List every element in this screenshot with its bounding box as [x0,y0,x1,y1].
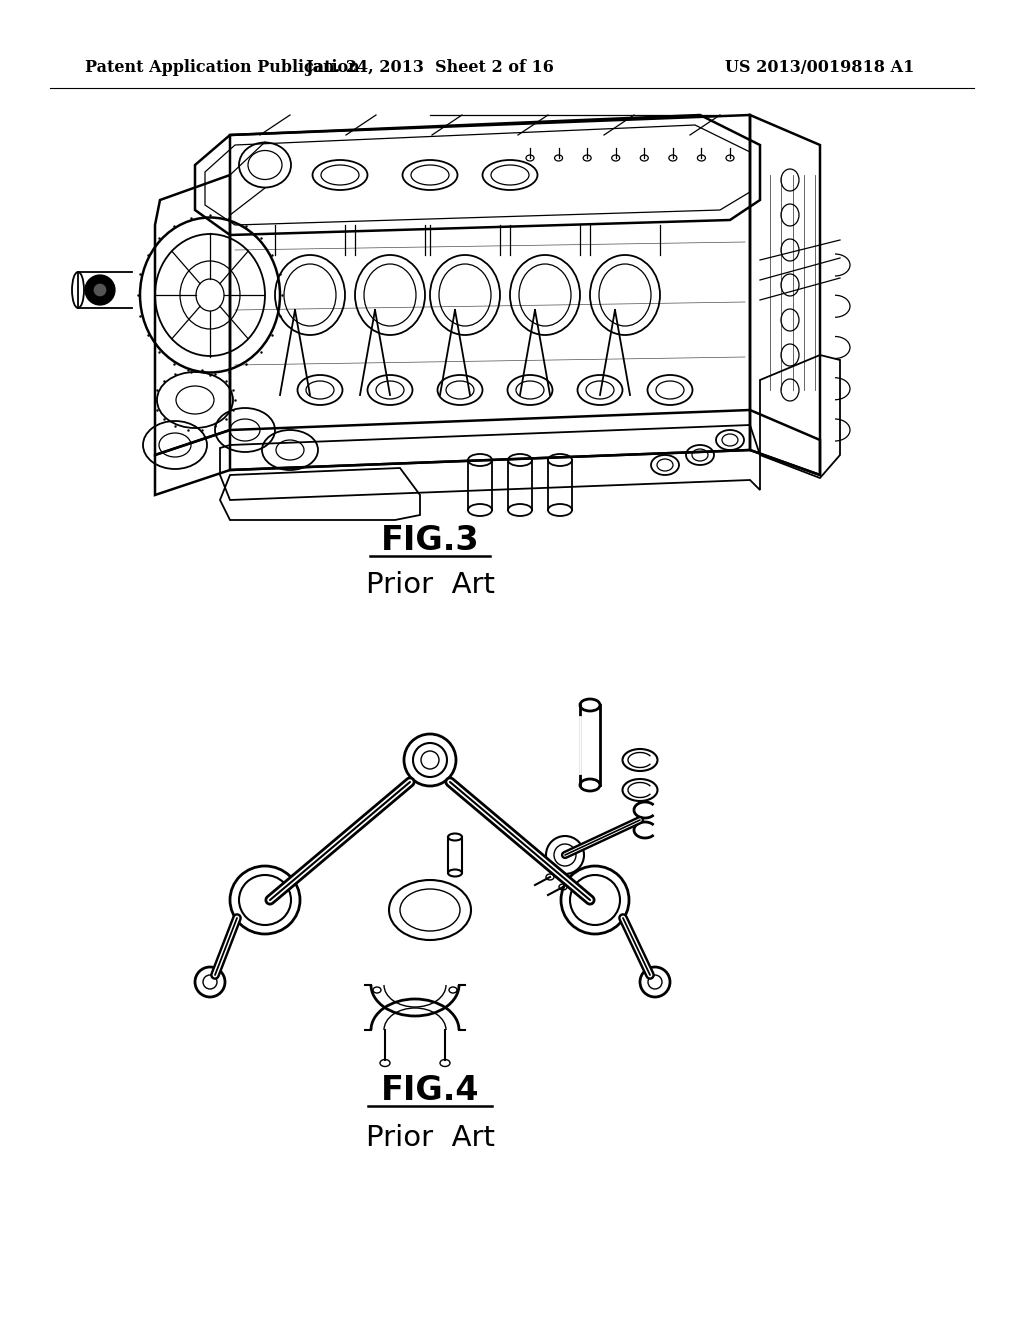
Text: Prior  Art: Prior Art [366,1125,495,1152]
Ellipse shape [85,275,115,305]
Text: FIG.4: FIG.4 [381,1073,479,1106]
Ellipse shape [93,282,106,297]
Text: Prior  Art: Prior Art [366,572,495,599]
Text: Jan. 24, 2013  Sheet 2 of 16: Jan. 24, 2013 Sheet 2 of 16 [305,59,554,77]
Text: FIG.3: FIG.3 [381,524,479,557]
Text: Patent Application Publication: Patent Application Publication [85,59,359,77]
Text: US 2013/0019818 A1: US 2013/0019818 A1 [725,59,914,77]
